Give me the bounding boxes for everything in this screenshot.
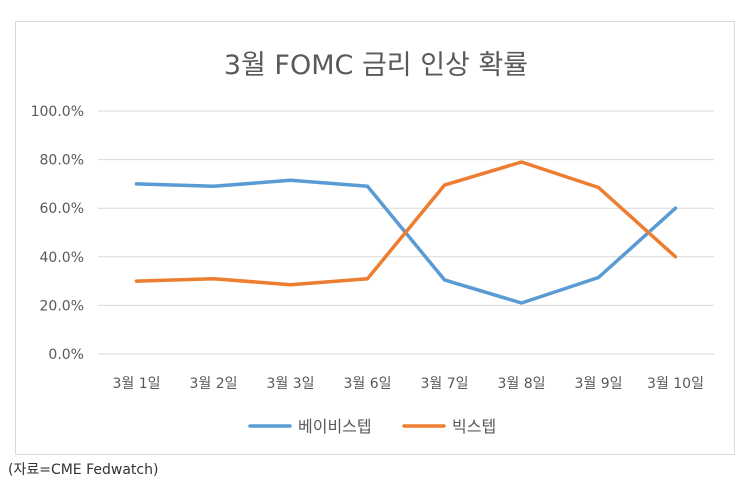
legend: 베이비스텝 빅스텝 (248, 417, 496, 436)
series-line-2 (134, 160, 678, 287)
x-tick-label: 3월 1일 (112, 376, 160, 392)
y-tick-label: 60.0% (40, 201, 84, 217)
data-point (674, 255, 677, 259)
x-tick-label: 3월 7일 (420, 376, 468, 392)
data-point (212, 277, 215, 281)
line-chart: 3월 FOMC 금리 인상 확률 0.0% 20.0% 40.0% 60.0% 80.0… (31, 50, 714, 436)
data-point (674, 206, 677, 210)
y-tick-label: 80.0% (40, 153, 84, 169)
x-tick-label: 3월 2일 (189, 376, 237, 392)
y-tick-label: 40.0% (40, 250, 84, 266)
gridlines (98, 110, 714, 355)
data-point (366, 184, 369, 188)
data-point (443, 278, 446, 282)
data-point (597, 275, 600, 279)
x-axis-ticks: 3월 1일 3월 2일 3월 3일 3월 6일 3월 7일 3월 8일 3월 9일 3월 10… (112, 376, 703, 392)
y-tick-label: 20.0% (40, 298, 84, 314)
x-tick-label: 3월 3일 (266, 376, 314, 392)
data-point (443, 183, 446, 187)
data-point (135, 279, 138, 283)
data-point (212, 184, 215, 188)
series-lines (134, 160, 678, 305)
legend-label: 베이비스텝 (298, 417, 372, 436)
x-tick-label: 3월 9일 (574, 376, 622, 392)
x-tick-label: 3월 10일 (647, 376, 704, 392)
y-tick-label: 0.0% (48, 347, 84, 363)
x-tick-label: 3월 8일 (497, 376, 545, 392)
chart-title: 3월 FOMC 금리 인상 확률 (224, 50, 528, 81)
y-tick-label: 100.0% (31, 104, 84, 120)
data-point (520, 160, 523, 164)
y-axis-ticks: 0.0% 20.0% 40.0% 60.0% 80.0% 100.0% (31, 104, 84, 363)
series-line-1 (134, 178, 678, 305)
x-tick-label: 3월 6일 (343, 376, 391, 392)
source-note: (자료=CME Fedwatch) (8, 462, 159, 478)
data-point (597, 186, 600, 190)
data-point (366, 277, 369, 281)
data-point (289, 283, 292, 287)
chart-frame: 3월 FOMC 금리 인상 확률 0.0% 20.0% 40.0% 60.0% 80.0… (15, 21, 735, 455)
data-point (520, 301, 523, 305)
legend-label: 빅스텝 (452, 417, 496, 436)
data-point (289, 178, 292, 182)
data-point (135, 182, 138, 186)
